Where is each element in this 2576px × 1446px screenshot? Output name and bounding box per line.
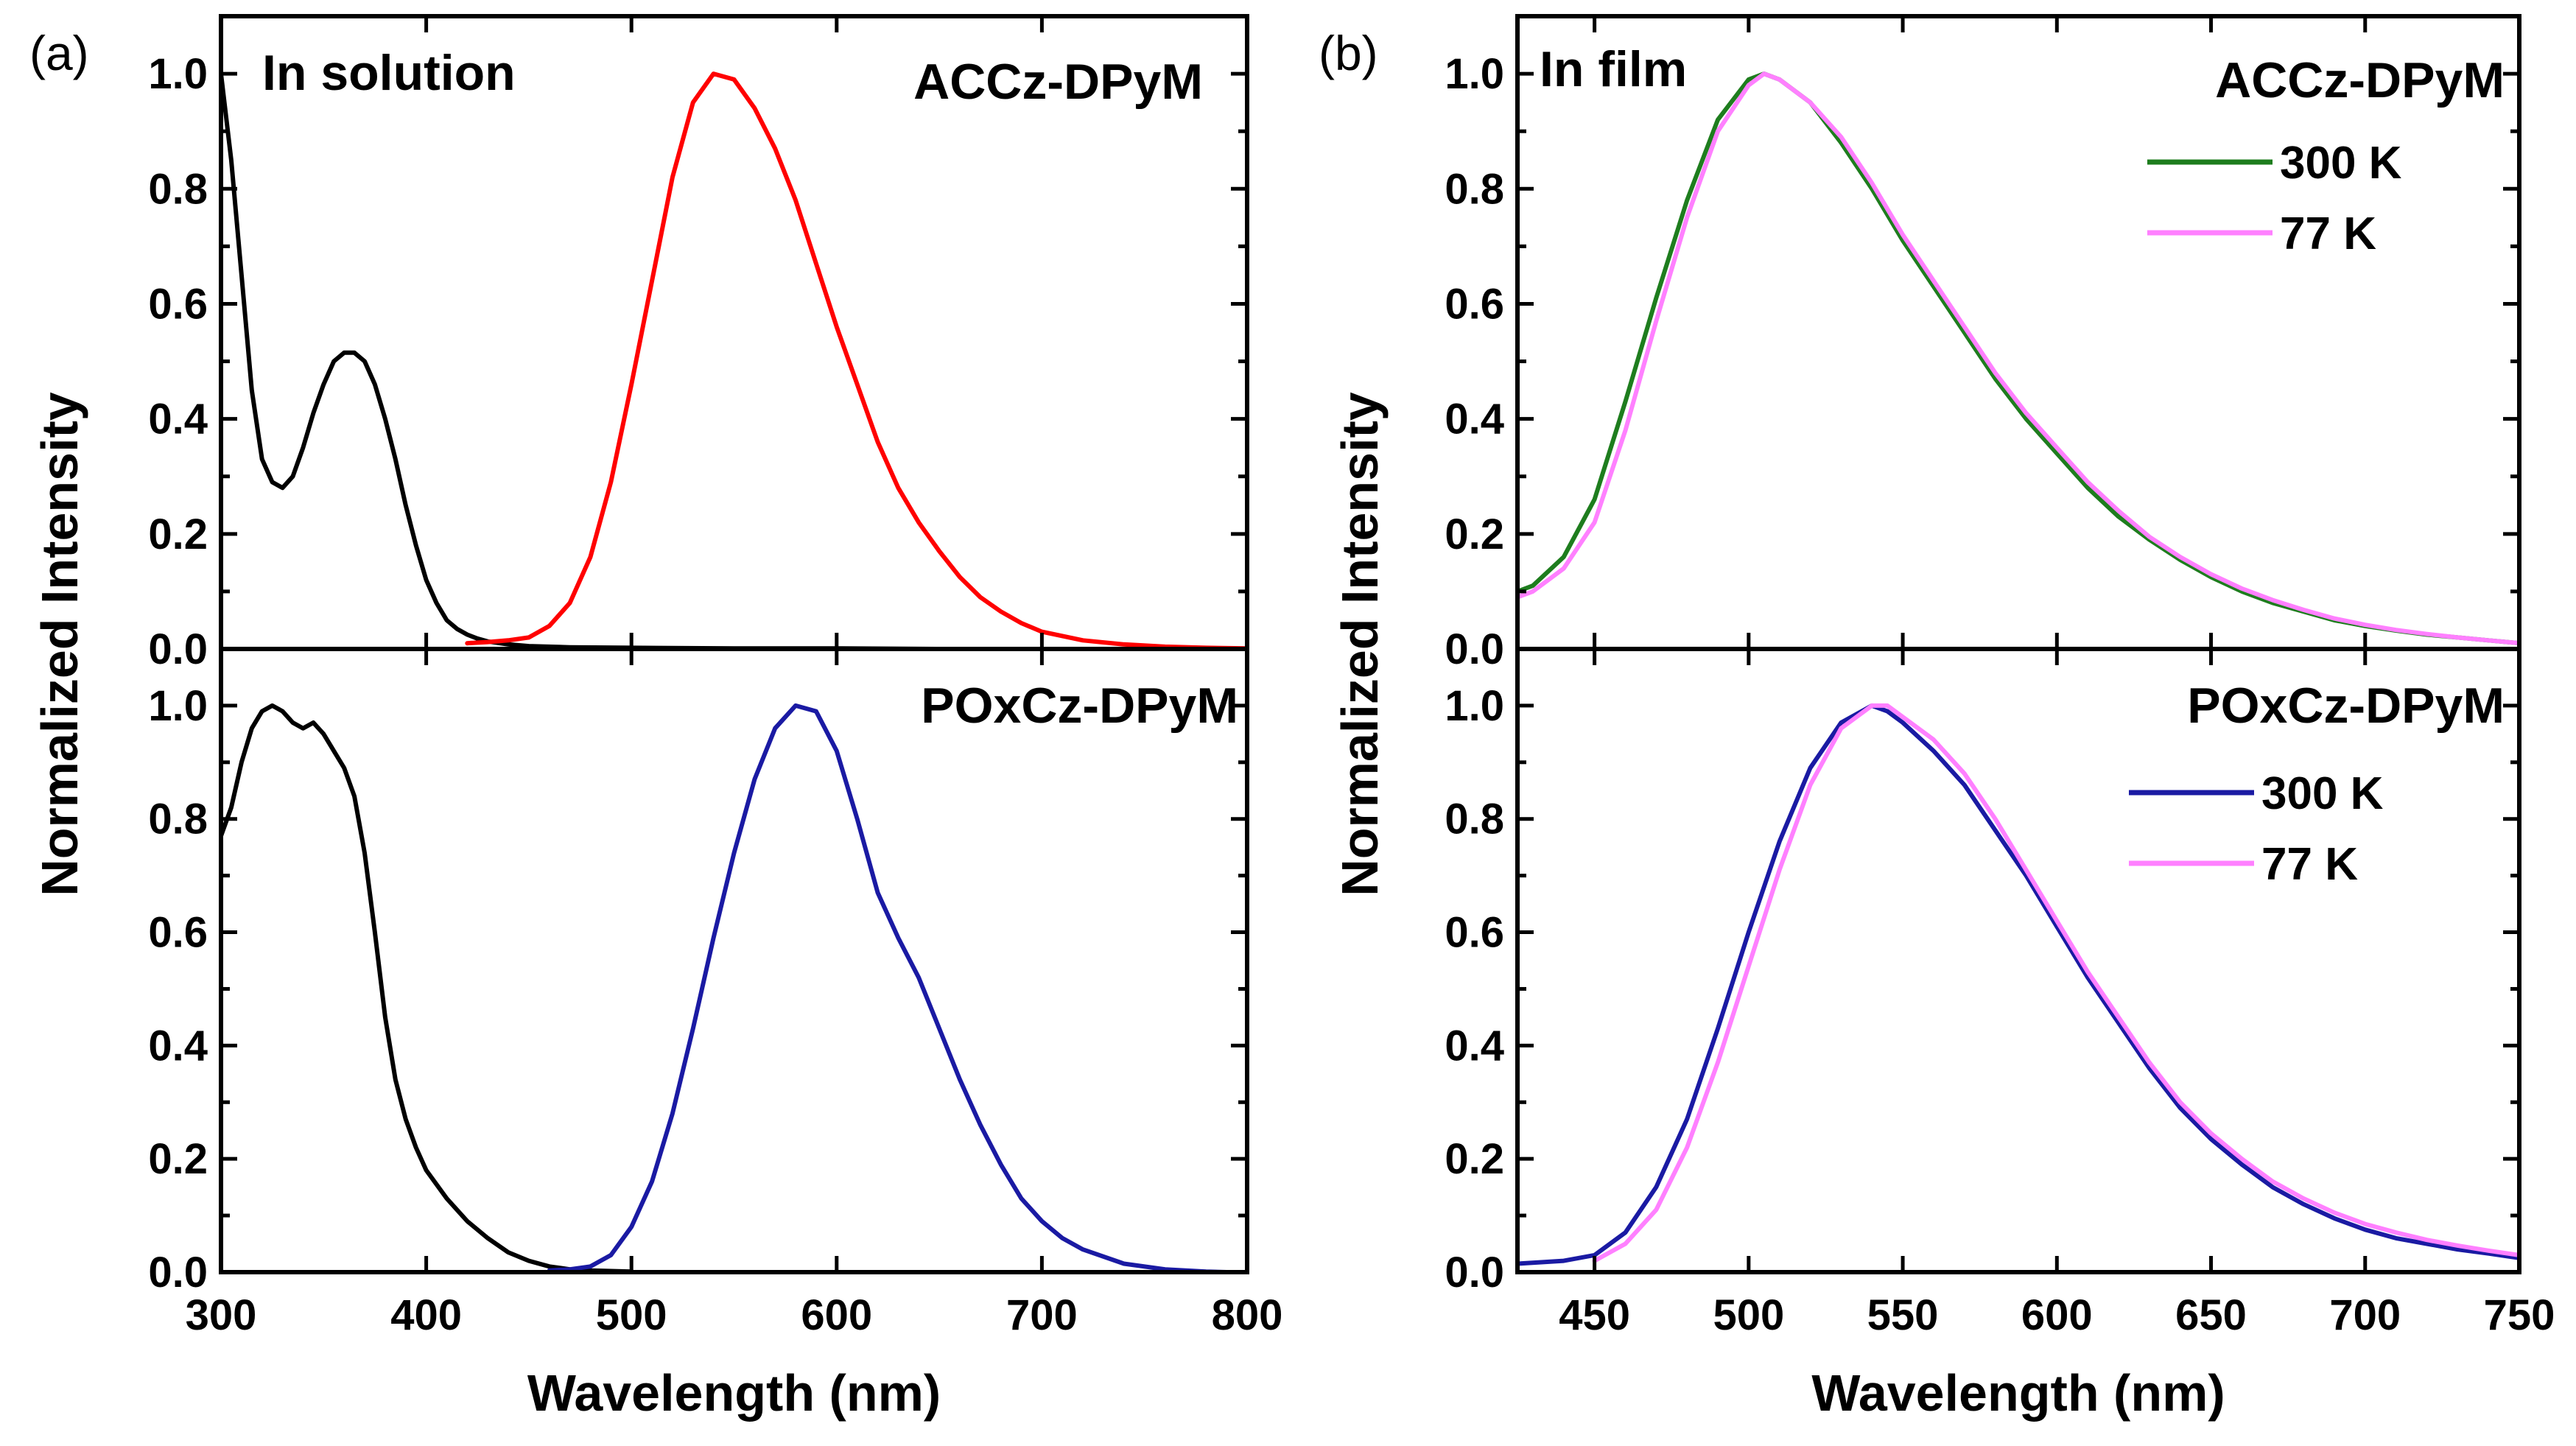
legend-label: 300 K — [2280, 138, 2402, 189]
subplot-bottom: 0.0 0.2 0.4 0.6 0.8 1.0 450 500 550 600 650 700 750 P… — [1445, 647, 2555, 1339]
series-line-77-k — [1592, 703, 2519, 1263]
panel-letter: (a) — [29, 26, 89, 80]
y-tick-label: 1.0 — [1445, 682, 1504, 730]
y-tick-label: 0.8 — [148, 796, 208, 843]
y-tick-label: 0.2 — [148, 510, 208, 558]
plot-frame — [1515, 647, 2521, 1274]
panel-letter: (b) — [1319, 26, 1378, 80]
legend-label: 77 K — [2280, 208, 2376, 259]
y-tick-label: 0.8 — [148, 165, 208, 213]
subplot-top: 0.0 0.2 0.4 0.6 0.8 1.0 In solution ACCz-DPyM — [148, 14, 1249, 673]
y-tick-label: 0.8 — [1445, 796, 1504, 843]
plot-frame — [219, 14, 1249, 651]
y-tick-label: 0.6 — [1445, 280, 1504, 328]
x-tick-label: 700 — [2329, 1291, 2401, 1339]
series-line-77-k — [1517, 71, 2519, 646]
y-tick-label: 0.4 — [148, 1022, 208, 1070]
x-tick-label: 300 — [186, 1291, 257, 1339]
panel-b: (b) Normalized Intensity Wavelength (nm) 0.… — [1319, 14, 2555, 1422]
x-tick-label: 500 — [1713, 1291, 1784, 1339]
y-tick-label: 0.0 — [1445, 625, 1504, 673]
condition-note: In solution — [262, 45, 516, 101]
x-tick-label: 600 — [801, 1291, 872, 1339]
y-tick-label: 0.0 — [148, 1249, 208, 1296]
y-tick-label: 1.0 — [1445, 50, 1504, 98]
condition-note: In film — [1540, 41, 1687, 97]
y-tick-label: 0.2 — [1445, 510, 1504, 558]
y-tick-label: 0.2 — [1445, 1135, 1504, 1183]
y-tick-label: 0.2 — [148, 1135, 208, 1183]
sample-name: POxCz-DPyM — [921, 678, 1238, 734]
sample-name: POxCz-DPyM — [2187, 678, 2505, 734]
x-tick-label: 700 — [1006, 1291, 1078, 1339]
x-tick-label: 650 — [2175, 1291, 2247, 1339]
y-tick-label: 0.0 — [1445, 1249, 1504, 1296]
series-line-absorption — [221, 71, 1045, 649]
subplot-top: 0.0 0.2 0.4 0.6 0.8 1.0 In film ACCz-DPyM 300 K 7… — [1445, 14, 2521, 673]
y-axis-title: Normalized Intensity — [1331, 392, 1389, 896]
series-line-300-k — [1517, 703, 2519, 1266]
x-axis-title: Wavelength (nm) — [1811, 1364, 2225, 1422]
legend-label: 300 K — [2261, 768, 2384, 819]
plot-frame — [219, 647, 1249, 1274]
series-line-absorption — [221, 703, 634, 1272]
y-tick-label: 0.8 — [1445, 165, 1504, 213]
y-tick-label: 0.6 — [148, 909, 208, 957]
y-tick-label: 0.6 — [1445, 909, 1504, 957]
y-tick-label: 0.4 — [148, 396, 208, 443]
sample-name: ACCz-DPyM — [913, 54, 1203, 110]
y-tick-label: 0.0 — [148, 625, 208, 673]
series-line-emission — [465, 71, 1247, 649]
x-tick-label: 800 — [1212, 1291, 1283, 1339]
x-tick-label: 500 — [596, 1291, 667, 1339]
y-axis-title: Normalized Intensity — [31, 392, 88, 896]
y-tick-label: 0.4 — [1445, 1022, 1504, 1070]
x-tick-label: 600 — [2021, 1291, 2093, 1339]
sample-name: ACCz-DPyM — [2215, 52, 2505, 108]
x-tick-label: 750 — [2484, 1291, 2555, 1339]
x-tick-label: 400 — [390, 1291, 462, 1339]
subplot-bottom: 0.0 0.2 0.4 0.6 0.8 1.0 300 400 500 600 700 800 POxC… — [148, 647, 1283, 1339]
y-tick-label: 0.4 — [1445, 396, 1504, 443]
plot-frame — [1515, 14, 2521, 651]
y-tick-label: 1.0 — [148, 50, 208, 98]
y-tick-label: 1.0 — [148, 682, 208, 730]
legend-label: 77 K — [2261, 839, 2358, 890]
series-line-emission — [547, 703, 1229, 1272]
panel-a: (a) Normalized Intensity Wavelength (nm) 0.… — [29, 14, 1283, 1422]
x-tick-label: 450 — [1559, 1291, 1630, 1339]
x-axis-title: Wavelength (nm) — [527, 1364, 941, 1422]
x-tick-label: 550 — [1867, 1291, 1939, 1339]
y-tick-label: 0.6 — [148, 280, 208, 328]
